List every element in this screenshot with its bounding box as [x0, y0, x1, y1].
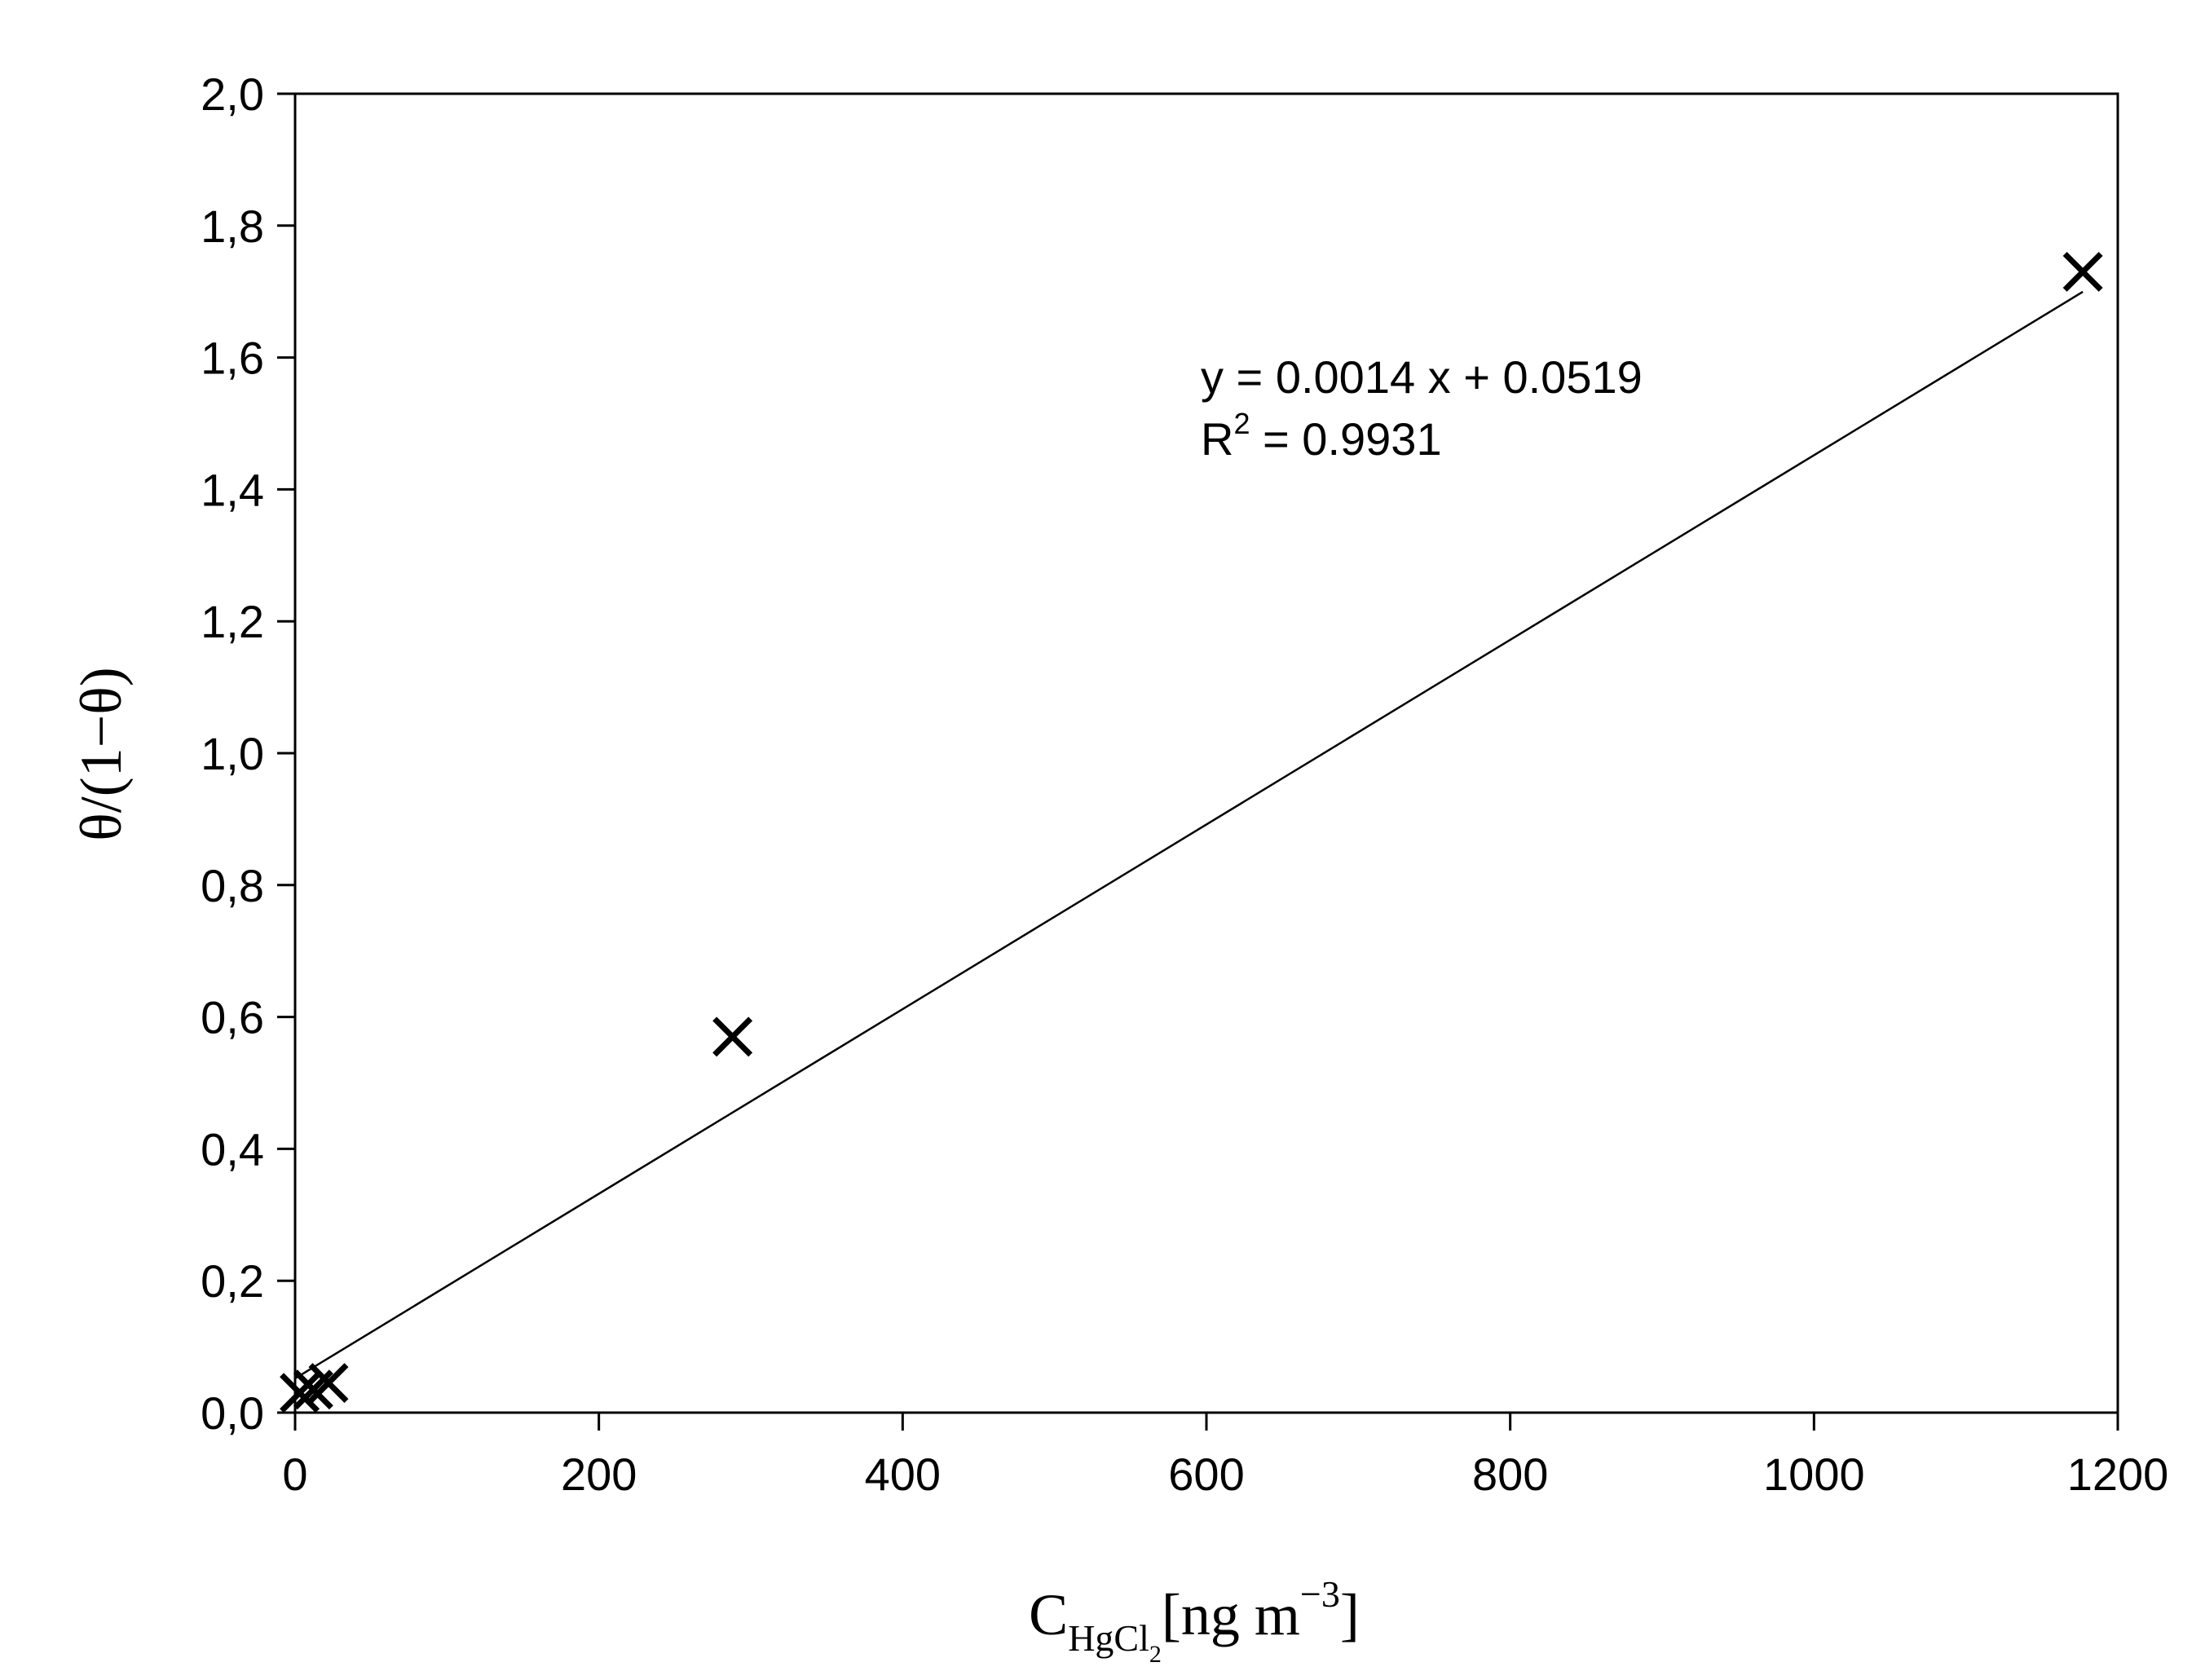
axes: 0 200 400 600 800 1000 1200 0,0 0,2 0,4 0,6 0,8 1,0 1… — [201, 68, 2168, 1500]
data-point — [280, 1373, 320, 1413]
y-tick-label: 0,4 — [201, 1123, 264, 1175]
data-point — [712, 1016, 753, 1057]
fit-line — [294, 290, 2084, 1380]
y-tick-label: 1,0 — [201, 728, 264, 779]
r-squared-label: R2 = 0.9931 — [1201, 407, 1442, 465]
x-tick-label: 600 — [1168, 1449, 1244, 1500]
data-point-stroke — [308, 1363, 349, 1404]
y-tick-label: 0,2 — [201, 1255, 264, 1307]
data-point — [2062, 251, 2103, 292]
data-point — [308, 1363, 349, 1404]
y-tick-label: 0,0 — [201, 1387, 264, 1439]
x-tick-label: 400 — [865, 1449, 941, 1500]
x-tick-label: 1200 — [2067, 1449, 2169, 1500]
data-point-stroke — [2062, 251, 2103, 292]
y-tick-label: 1,6 — [201, 333, 264, 384]
data-point-stroke — [712, 1016, 753, 1057]
x-tick-label: 800 — [1472, 1449, 1548, 1500]
chart-marks — [280, 251, 2103, 1413]
data-point-stroke — [280, 1373, 320, 1413]
y-tick-label: 1,2 — [201, 596, 264, 647]
y-tick-label: 1,8 — [201, 201, 264, 252]
x-tick-label: 200 — [561, 1449, 637, 1500]
plot-frame — [293, 92, 2119, 1414]
y-tick-label: 1,4 — [201, 464, 264, 515]
y-tick-label: 0,8 — [201, 860, 264, 911]
x-axis-title: CHgCl2[ng m−3] — [1029, 1573, 1360, 1668]
y-axis-title: θ/(1−θ) — [68, 667, 134, 841]
x-tick-label: 0 — [282, 1449, 307, 1500]
y-tick-label: 2,0 — [201, 68, 264, 120]
fit-equation-label: y = 0.0014 x + 0.0519 — [1201, 351, 1643, 403]
y-tick-label: 0,6 — [201, 992, 264, 1043]
x-tick-label: 1000 — [1763, 1449, 1865, 1500]
